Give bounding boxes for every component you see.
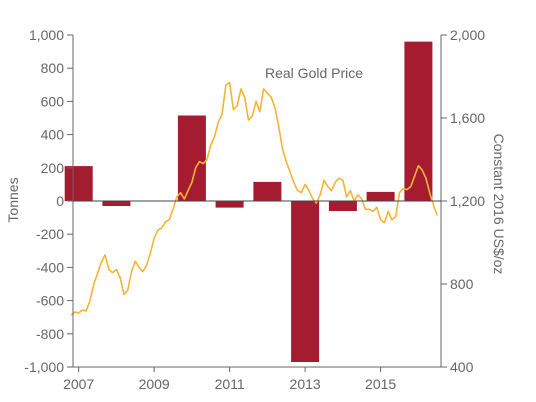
y-left-tick-label: 1,000: [29, 27, 64, 43]
y-left-tick-label: 200: [41, 160, 65, 176]
y-left-tick-label: 600: [41, 93, 65, 109]
y-left-tick-label: -400: [36, 259, 64, 275]
y-right-tick-label: 2,000: [450, 27, 485, 43]
line-real-gold-price: [70, 81, 438, 316]
bar-2016: [404, 41, 433, 201]
bar-2007: [64, 166, 93, 201]
bar-2008: [102, 201, 131, 206]
y-left-tick-label: 400: [41, 127, 65, 143]
x-tick-label: 2011: [215, 376, 245, 392]
y-left-tick-label: -200: [36, 226, 64, 242]
axes-layer: 1,000 800 600 400 200 0 -200 -400 -600 -800 -1,000…: [24, 27, 485, 392]
x-tick-label: 2007: [63, 376, 94, 392]
bar-2011: [215, 201, 244, 208]
y-left-tick-label: -800: [36, 326, 64, 342]
y-left-tick-label: 800: [41, 60, 65, 76]
line-layer: [70, 81, 438, 316]
y-left-tick-label: -600: [36, 293, 64, 309]
y-left-tick-label: 0: [56, 193, 64, 209]
bar-2013: [291, 201, 320, 362]
y-left-tick-label: -1,000: [24, 359, 64, 375]
bars-layer: [64, 41, 433, 362]
y-axis-left-title: Tonnes: [5, 177, 21, 222]
y-axis-right-title: Constant 2016 US$/oz: [491, 134, 507, 275]
x-tick-label: 2015: [365, 376, 396, 392]
bar-2012: [253, 181, 282, 201]
y-right-tick-label: 800: [450, 276, 474, 292]
y-right-tick-label: 1,600: [450, 110, 485, 126]
y-right-tick-label: 400: [450, 359, 474, 375]
x-tick-label: 2009: [139, 376, 170, 392]
bar-2010: [177, 115, 206, 201]
annotation-real-gold-price: Real Gold Price: [265, 65, 363, 81]
bar-2015: [366, 191, 395, 201]
x-tick-label: 2013: [290, 376, 321, 392]
bar-2014: [328, 201, 357, 211]
y-right-tick-label: 1,200: [450, 193, 485, 209]
